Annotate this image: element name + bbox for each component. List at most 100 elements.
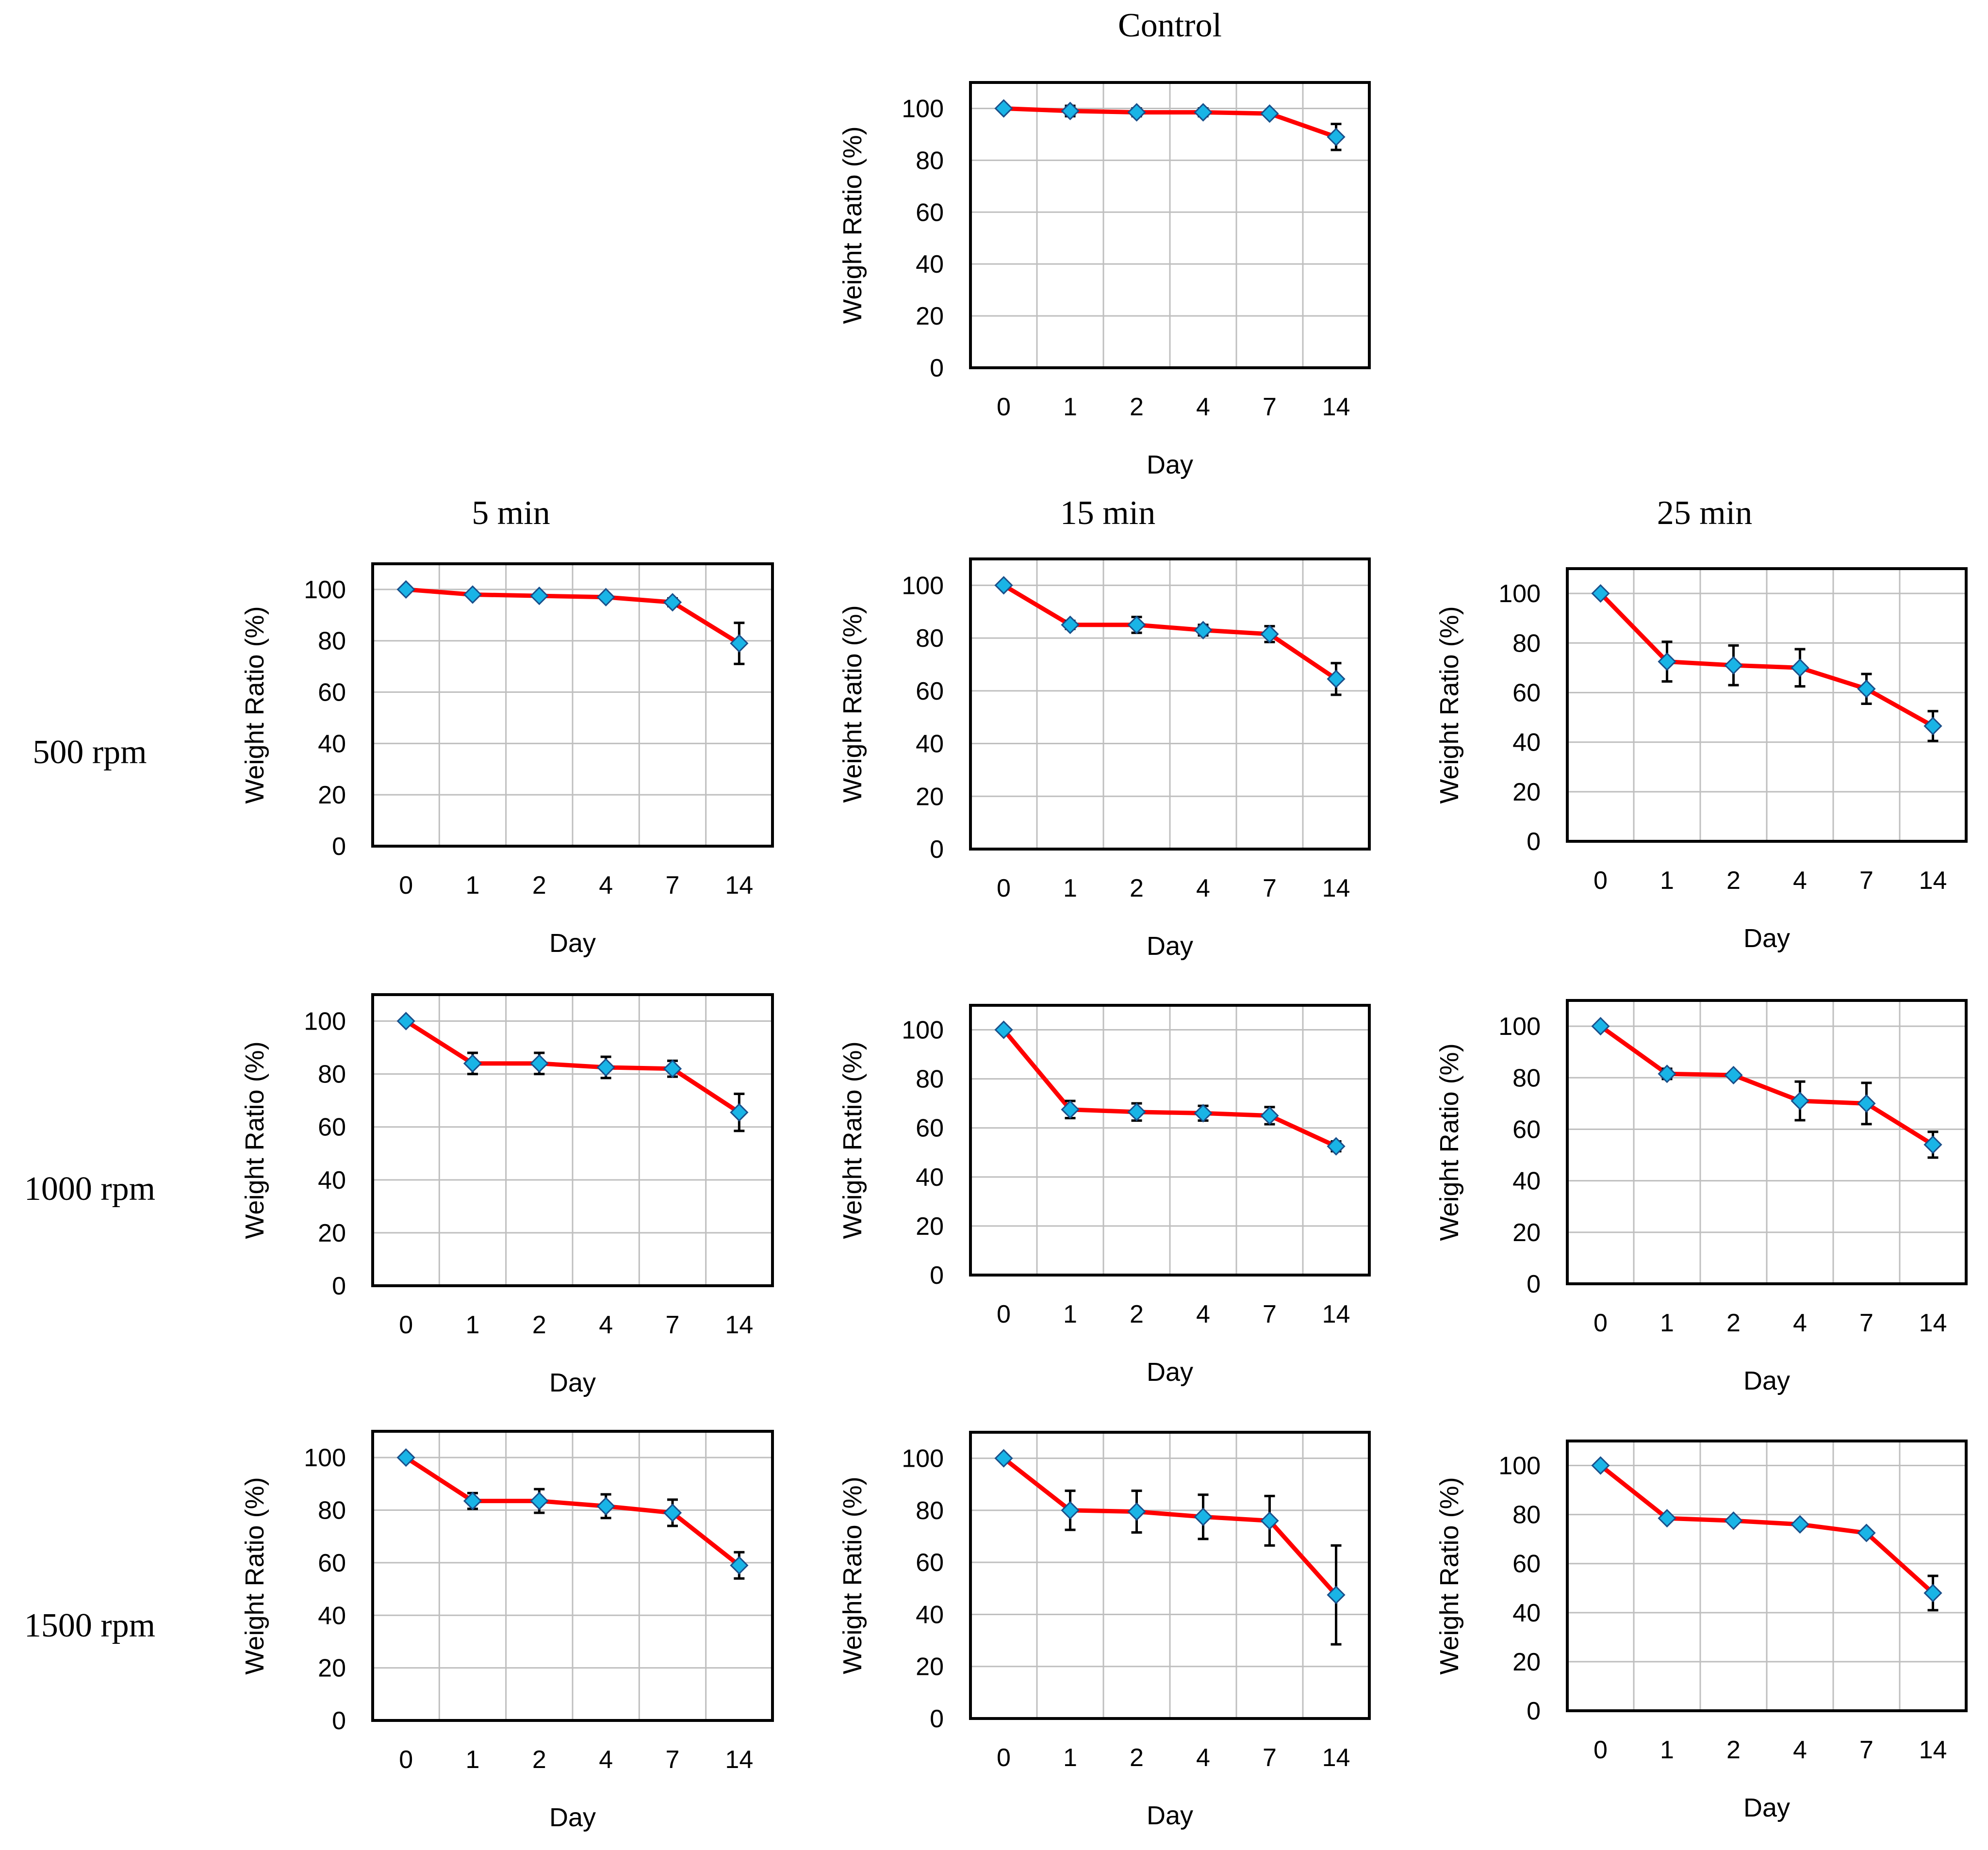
- x-tick-label: 2: [532, 1746, 546, 1774]
- data-point: [1791, 1515, 1809, 1534]
- y-axis-label: Weight Ratio (%): [240, 1477, 269, 1674]
- data-point: [1923, 1584, 1942, 1603]
- x-tick-label: 7: [1263, 874, 1277, 902]
- data-point: [1327, 670, 1346, 688]
- x-tick-label: 4: [1196, 393, 1210, 421]
- x-tick-label: 14: [1919, 867, 1947, 895]
- data-point: [663, 593, 682, 612]
- y-tick-label: 60: [916, 1114, 944, 1143]
- data-point: [663, 1059, 682, 1078]
- plot-frame: [371, 1430, 774, 1722]
- x-tick-label: 14: [1322, 393, 1350, 421]
- y-tick-label: 100: [902, 95, 944, 123]
- plot-frame: [969, 1431, 1371, 1720]
- x-tick-label: 1: [466, 1746, 480, 1774]
- x-tick-label: 2: [532, 1311, 546, 1339]
- data-point: [1260, 1511, 1279, 1530]
- x-axis-label: Day: [1743, 924, 1790, 953]
- data-point: [1857, 1523, 1876, 1542]
- x-tick-label: 14: [725, 871, 753, 900]
- y-tick-label: 80: [1512, 1064, 1541, 1092]
- x-tick-label: 2: [1130, 393, 1144, 421]
- x-tick-label: 0: [997, 1300, 1011, 1328]
- y-tick-label: 20: [318, 781, 346, 809]
- chart-500rpm-15min: 0 20 40 60 80 100 0 1 2 4 7 14 Day Weight Ratio (%): [838, 557, 1371, 961]
- y-axis-label: Weight Ratio (%): [838, 1476, 867, 1674]
- plot-frame: [969, 81, 1371, 369]
- y-tick-label: 80: [916, 147, 944, 175]
- x-tick-label: 1: [1063, 1300, 1077, 1328]
- x-tick-label: 2: [1130, 874, 1144, 902]
- x-tick-label: 7: [1859, 1309, 1873, 1337]
- y-tick-label: 80: [1512, 1501, 1541, 1529]
- y-tick-label: 20: [916, 1653, 944, 1681]
- data-point: [463, 1491, 482, 1510]
- x-tick-label: 4: [599, 1311, 613, 1339]
- y-axis-label: Weight Ratio (%): [1435, 1043, 1464, 1241]
- y-tick-label: 20: [1512, 1648, 1541, 1676]
- y-tick-label: 80: [318, 1061, 346, 1089]
- y-tick-label: 60: [916, 198, 944, 227]
- x-axis-label: Day: [549, 929, 596, 958]
- x-tick-label: 14: [1322, 1744, 1350, 1772]
- x-tick-label: 4: [1196, 874, 1210, 902]
- data-point: [1591, 584, 1610, 603]
- y-tick-label: 0: [930, 354, 944, 382]
- y-tick-label: 80: [916, 1065, 944, 1094]
- series-line: [405, 1019, 740, 1114]
- y-tick-label: 20: [916, 1212, 944, 1241]
- y-tick-label: 100: [902, 1016, 944, 1045]
- x-tick-label: 1: [1660, 1309, 1674, 1337]
- data-point: [1127, 615, 1146, 635]
- y-tick-label: 40: [916, 1601, 944, 1629]
- y-tick-label: 40: [916, 1163, 944, 1192]
- series-line: [1002, 1457, 1338, 1597]
- y-axis-label: Weight Ratio (%): [240, 1041, 269, 1239]
- x-tick-label: 1: [1660, 867, 1674, 895]
- x-tick-label: 14: [1919, 1736, 1947, 1764]
- y-tick-label: 40: [318, 1166, 346, 1195]
- y-tick-label: 20: [1512, 778, 1541, 806]
- series-line: [1002, 1028, 1337, 1148]
- data-point: [1923, 717, 1942, 736]
- plot-frame: [371, 562, 774, 848]
- x-tick-label: 14: [725, 1311, 753, 1339]
- x-axis-label: Day: [549, 1368, 596, 1397]
- x-tick-label: 4: [599, 1746, 613, 1774]
- plot-frame: [1566, 1440, 1968, 1712]
- data-point: [1724, 1511, 1743, 1530]
- series-line: [1002, 583, 1338, 681]
- y-tick-label: 40: [1512, 1167, 1541, 1195]
- y-tick-label: 40: [916, 730, 944, 758]
- y-axis-label: Weight Ratio (%): [838, 1041, 867, 1239]
- data-point: [1260, 624, 1279, 644]
- data-point: [1724, 656, 1743, 675]
- x-tick-label: 14: [725, 1746, 753, 1774]
- x-tick-label: 1: [1660, 1736, 1674, 1764]
- x-tick-label: 1: [1063, 393, 1077, 421]
- x-axis-label: Day: [1743, 1793, 1790, 1822]
- y-tick-label: 60: [318, 679, 346, 707]
- data-point: [1061, 1100, 1080, 1119]
- series-line: [1599, 591, 1934, 728]
- x-axis-label: Day: [1147, 450, 1193, 479]
- row-header-500rpm: 500 rpm: [33, 734, 147, 771]
- y-tick-label: 80: [318, 627, 346, 655]
- y-tick-label: 80: [1512, 629, 1541, 657]
- data-point: [1658, 1509, 1676, 1528]
- row-header-1000rpm: 1000 rpm: [24, 1170, 155, 1208]
- x-tick-label: 2: [532, 871, 546, 900]
- y-tick-label: 20: [1512, 1219, 1541, 1247]
- x-tick-label: 0: [1594, 867, 1608, 895]
- y-tick-label: 100: [902, 572, 944, 600]
- y-tick-label: 0: [1527, 1697, 1541, 1725]
- data-point: [396, 1448, 415, 1467]
- x-tick-label: 2: [1130, 1744, 1144, 1772]
- y-tick-label: 0: [1527, 828, 1541, 856]
- data-point: [994, 576, 1013, 595]
- x-tick-label: 7: [1859, 1736, 1873, 1764]
- x-axis-label: Day: [1147, 1801, 1193, 1830]
- data-point: [1791, 658, 1809, 677]
- y-tick-label: 100: [1498, 1013, 1541, 1041]
